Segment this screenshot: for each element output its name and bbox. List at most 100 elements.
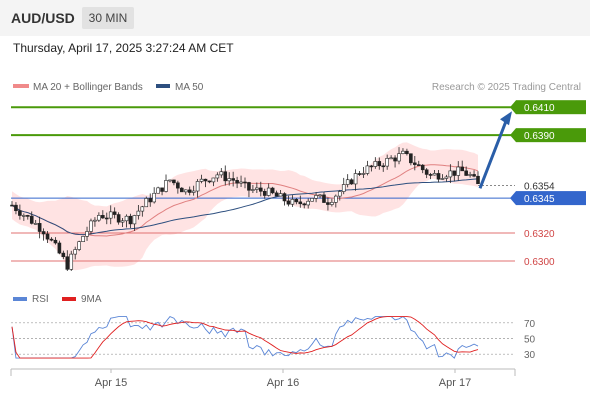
candle-body xyxy=(286,200,291,205)
candle-body xyxy=(274,192,279,197)
candle-body xyxy=(401,150,405,154)
candle-body xyxy=(25,215,30,217)
rsi-legend-swatch xyxy=(13,297,27,301)
candle-body xyxy=(397,153,401,162)
candle-body xyxy=(258,187,263,192)
candle-body xyxy=(318,194,322,197)
candle-body xyxy=(85,231,89,237)
level-labels: 0.6410 0.6390 0.6345 0.6320 0.6300 0.6354 xyxy=(510,100,586,268)
candle-body xyxy=(314,195,318,199)
candle-body xyxy=(89,220,93,232)
level-label: 0.6410 xyxy=(524,103,555,114)
chart-header: AUD/USD 30 MIN xyxy=(0,0,590,36)
copyright-text: Research © 2025 Trading Central xyxy=(432,82,581,93)
candle-body xyxy=(330,202,334,205)
level-label: 0.6390 xyxy=(524,131,555,142)
rsi-ma9-line xyxy=(11,316,479,359)
candle-body xyxy=(104,217,109,220)
candle-body xyxy=(341,184,346,192)
bb-legend-swatch xyxy=(13,84,29,88)
candle-body xyxy=(472,174,476,177)
candle-body xyxy=(156,187,160,194)
candle-body xyxy=(14,204,18,212)
candle-body xyxy=(108,211,113,219)
forecast-arrow-head xyxy=(500,111,512,126)
candlesticks xyxy=(10,147,480,272)
candle-body xyxy=(243,181,247,184)
candle-body xyxy=(337,191,342,197)
candle-body xyxy=(65,256,70,270)
candle-body xyxy=(160,187,164,192)
candle-body xyxy=(112,211,117,215)
candle-body xyxy=(22,215,26,217)
candle-body xyxy=(144,198,149,208)
candle-body xyxy=(57,242,62,254)
ma50-legend-swatch xyxy=(156,84,170,88)
candle-body xyxy=(207,180,212,183)
candle-body xyxy=(187,189,192,193)
candle-body xyxy=(282,193,287,202)
candle-body xyxy=(247,182,251,191)
candle-body xyxy=(365,165,370,174)
rsi-panel: 70 50 30 xyxy=(11,316,536,361)
candle-body xyxy=(132,215,137,225)
candle-body xyxy=(345,179,350,185)
candle-body xyxy=(219,171,224,176)
x-tick-label: Apr 17 xyxy=(439,377,471,389)
last-price-label: 0.6354 xyxy=(524,182,555,193)
candle-body xyxy=(448,170,453,178)
candle-body xyxy=(195,181,200,192)
candle-body xyxy=(357,173,362,175)
candle-body xyxy=(61,252,66,258)
candle-body xyxy=(416,164,421,166)
candle-body xyxy=(409,153,413,164)
candle-body xyxy=(424,169,429,175)
candle-body xyxy=(294,199,299,203)
candle-body xyxy=(262,190,267,196)
timestamp: Thursday, April 17, 2025 3:27:24 AM CET xyxy=(13,41,234,55)
candle-body xyxy=(29,215,34,224)
candle-body xyxy=(10,204,14,207)
candle-body xyxy=(381,165,386,168)
candle-body xyxy=(420,164,425,171)
candle-body xyxy=(53,239,58,244)
candle-body xyxy=(456,166,461,176)
level-label: 0.6320 xyxy=(524,229,555,240)
level-label-box xyxy=(516,128,586,143)
rsi-tick-label: 70 xyxy=(524,319,536,330)
candle-body xyxy=(255,187,259,190)
candle-body xyxy=(290,199,295,205)
candle-body xyxy=(136,210,141,216)
x-axis: Apr 15 Apr 16 Apr 17 xyxy=(10,368,516,389)
candle-body xyxy=(270,187,275,194)
candle-body xyxy=(235,180,239,184)
candle-body xyxy=(444,176,449,179)
forecast xyxy=(478,111,512,189)
candle-body xyxy=(164,180,168,192)
ma50-line xyxy=(11,178,479,236)
level-label-pointer xyxy=(510,191,516,206)
candle-body xyxy=(45,233,50,240)
candle-body xyxy=(191,190,196,193)
candle-body xyxy=(183,189,188,193)
candle-body xyxy=(468,174,472,176)
candle-body xyxy=(33,223,38,225)
candle-body xyxy=(353,173,358,185)
candle-body xyxy=(361,173,366,175)
rsi-legend-label: RSI xyxy=(32,294,49,305)
candle-body xyxy=(369,165,374,168)
x-tick-label: Apr 16 xyxy=(267,377,299,389)
candle-body xyxy=(476,175,480,185)
candle-body xyxy=(405,150,409,155)
candle-body xyxy=(124,215,129,222)
candle-body xyxy=(211,177,216,183)
candle-body xyxy=(180,187,184,193)
candle-body xyxy=(128,215,133,225)
timeframe-button[interactable]: 30 MIN xyxy=(82,7,134,29)
candle-body xyxy=(73,249,77,255)
candle-body xyxy=(97,215,101,221)
candle-body xyxy=(140,206,145,212)
candle-body xyxy=(298,201,303,205)
candle-body xyxy=(77,241,81,250)
